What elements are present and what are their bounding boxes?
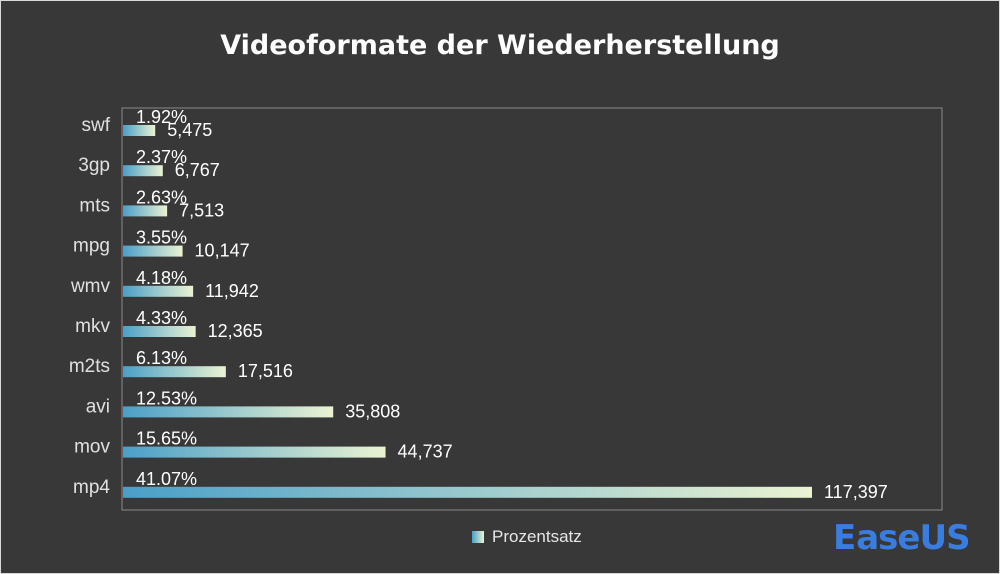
bar-mts <box>123 205 168 217</box>
percent-label-3gp: 2.37% <box>136 147 187 167</box>
count-label-3gp: 6,767 <box>175 160 220 180</box>
percent-label-mkv: 4.33% <box>136 308 187 328</box>
percent-label-m2ts: 6.13% <box>136 348 187 368</box>
count-label-m2ts: 17,516 <box>238 361 293 381</box>
bar-wmv <box>123 285 194 297</box>
count-label-mts: 7,513 <box>179 200 224 220</box>
bar-mov <box>123 446 386 458</box>
bar-3gp <box>123 165 163 177</box>
category-label-mts: mts <box>79 195 110 216</box>
legend-label: Prozentsatz <box>492 527 582 546</box>
logo-mark: E <box>833 518 856 558</box>
percent-label-mts: 2.63% <box>136 187 187 207</box>
logo-text: aseUS <box>856 518 970 558</box>
bar-swf <box>123 125 156 136</box>
count-label-wmv: 11,942 <box>205 281 259 301</box>
category-label-wmv: wmv <box>70 276 111 297</box>
percent-label-mpg: 3.55% <box>136 228 187 248</box>
legend: Prozentsatz <box>472 527 582 547</box>
count-label-mpg: 10,147 <box>195 241 250 261</box>
chart-title: Videoformate der Wiederherstellung <box>220 30 780 61</box>
count-label-mkv: 12,365 <box>208 321 263 341</box>
easeus-logo: E aseUS <box>833 518 971 558</box>
category-label-mpg: mpg <box>73 236 110 257</box>
category-label-avi: avi <box>86 396 110 417</box>
category-label-swf: swf <box>82 115 111 136</box>
bar-mp4 <box>123 486 812 498</box>
count-label-mp4: 117,397 <box>824 482 888 502</box>
category-label-mov: mov <box>74 437 110 458</box>
percent-label-mp4: 41.07% <box>136 469 197 489</box>
category-label-m2ts: m2ts <box>69 356 110 377</box>
category-label-3gp: 3gp <box>78 155 110 176</box>
bar-m2ts <box>123 366 226 378</box>
percent-label-swf: 1.92% <box>136 107 187 127</box>
bar-avi <box>123 406 334 418</box>
percent-label-mov: 15.65% <box>136 429 197 449</box>
plot-area <box>121 107 943 511</box>
bar-mpg <box>123 245 183 257</box>
count-label-swf: 5,475 <box>167 120 212 140</box>
count-label-avi: 35,808 <box>345 401 400 421</box>
percent-label-wmv: 4.18% <box>136 268 187 288</box>
bar-mkv <box>123 326 196 337</box>
legend-swatch <box>472 531 484 543</box>
percent-label-avi: 12.53% <box>136 388 197 408</box>
category-label-mkv: mkv <box>75 316 110 337</box>
category-label-mp4: mp4 <box>73 477 110 498</box>
count-label-mov: 44,737 <box>398 442 453 462</box>
